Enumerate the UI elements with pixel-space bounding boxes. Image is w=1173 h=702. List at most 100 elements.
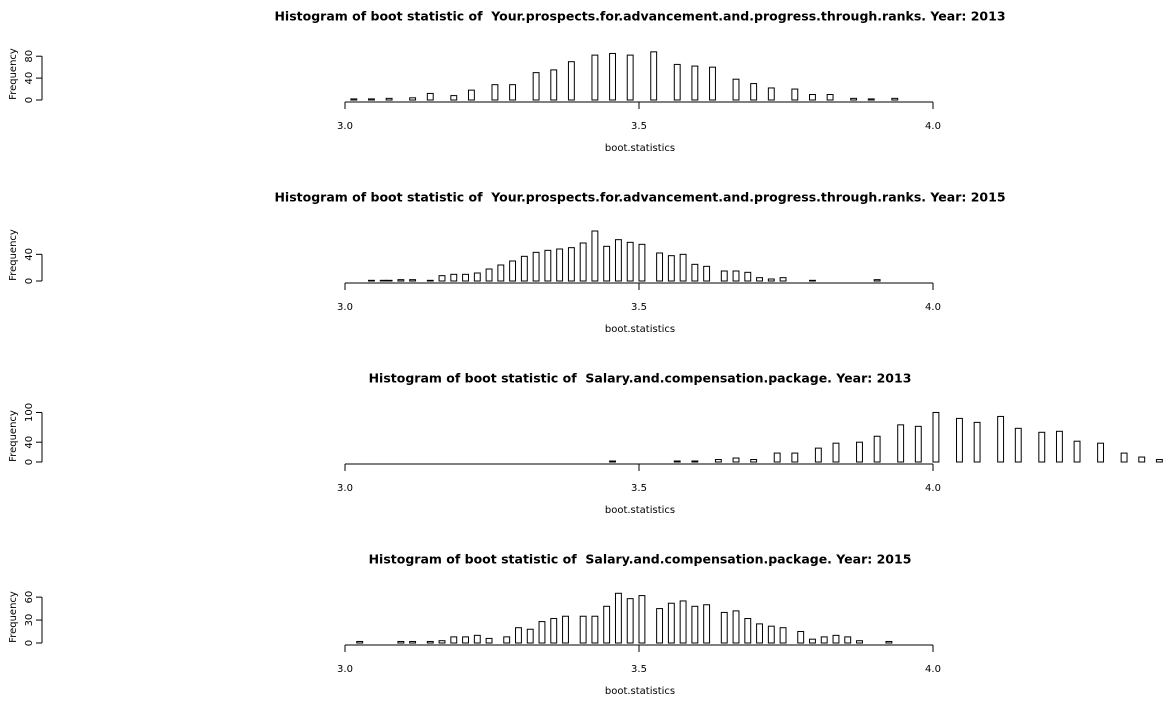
y-tick-label: 60 — [24, 591, 35, 604]
bar — [809, 638, 816, 644]
bar — [732, 457, 740, 463]
bar — [832, 634, 840, 644]
bar — [385, 97, 393, 101]
bar — [626, 598, 634, 644]
x-tick-label: 3.0 — [337, 483, 353, 494]
bar — [650, 51, 658, 101]
bar — [679, 253, 687, 282]
bar — [1097, 442, 1105, 463]
bar — [673, 460, 681, 463]
bar — [732, 270, 740, 282]
bar — [473, 272, 481, 282]
bar — [450, 273, 458, 282]
bar — [532, 251, 540, 282]
bar — [891, 97, 899, 101]
bar — [1138, 456, 1146, 463]
y-tick-label: 80 — [24, 50, 35, 63]
bar — [932, 411, 940, 463]
bar — [1155, 459, 1163, 463]
y-tick-label: 40 — [24, 436, 35, 449]
bar — [426, 640, 434, 644]
bar — [767, 278, 775, 282]
bar — [809, 94, 816, 101]
bar — [385, 279, 393, 282]
y-tick-label: 40 — [24, 72, 35, 85]
bar — [379, 279, 387, 282]
bar — [691, 65, 699, 101]
bar — [591, 230, 599, 282]
bar — [426, 92, 434, 101]
bar — [579, 242, 587, 282]
bar — [691, 460, 699, 463]
bar — [368, 279, 375, 282]
bar — [667, 602, 675, 644]
bar — [856, 441, 863, 463]
bar — [626, 241, 634, 282]
bar — [450, 95, 458, 101]
bar — [956, 417, 963, 463]
bar — [791, 452, 799, 463]
bar — [485, 268, 493, 282]
x-tick-label: 3.5 — [631, 302, 647, 313]
bar — [856, 640, 863, 644]
bar — [591, 54, 599, 101]
histogram-panel: Histogram of boot statistic of Salary.an… — [8, 371, 1163, 516]
bar — [1120, 452, 1128, 463]
bar — [614, 239, 622, 282]
bar — [609, 460, 616, 463]
bar — [720, 611, 728, 644]
bar — [1055, 430, 1063, 463]
bar — [750, 459, 758, 463]
bar — [503, 636, 511, 644]
bar — [603, 245, 611, 282]
bar — [438, 275, 446, 282]
bar — [656, 252, 664, 282]
bar — [438, 640, 446, 644]
bar — [732, 610, 740, 644]
bar — [450, 636, 458, 644]
histogram-panel: Histogram of boot statistic of Your.pros… — [8, 190, 1006, 336]
bar — [809, 279, 816, 282]
bar — [567, 61, 575, 101]
bar — [550, 69, 558, 101]
x-tick-label: 3.5 — [631, 121, 647, 132]
bar — [614, 592, 622, 644]
bar — [744, 618, 752, 644]
bar — [673, 63, 681, 101]
bar — [1038, 431, 1046, 463]
bar — [897, 424, 905, 463]
bar — [538, 621, 546, 644]
bar — [867, 98, 875, 101]
bar — [579, 615, 587, 644]
bar — [397, 279, 405, 282]
bar — [556, 248, 564, 282]
bar — [756, 623, 763, 644]
bar — [703, 604, 711, 644]
bar — [426, 279, 434, 282]
bar — [497, 264, 505, 282]
x-tick-label: 4.0 — [925, 121, 941, 132]
bar — [1073, 440, 1081, 463]
histogram-panel: Histogram of boot statistic of Salary.an… — [8, 552, 941, 698]
bar — [885, 640, 893, 644]
x-tick-label: 3.5 — [631, 483, 647, 494]
x-tick-label: 4.0 — [925, 664, 941, 675]
bar — [973, 421, 981, 463]
bar — [714, 459, 722, 463]
bar — [350, 98, 358, 101]
chart-title: Histogram of boot statistic of Salary.an… — [369, 552, 912, 567]
bar — [609, 52, 616, 101]
bar — [626, 54, 634, 101]
bar — [532, 72, 540, 101]
bar — [914, 425, 922, 463]
bar — [667, 255, 675, 282]
x-tick-label: 3.0 — [337, 302, 353, 313]
bar — [467, 89, 475, 101]
bar — [656, 608, 664, 644]
bar — [638, 595, 646, 644]
y-tick-label: 0 — [24, 97, 35, 103]
histogram-panel: Histogram of boot statistic of Your.pros… — [8, 9, 1006, 155]
bar — [720, 270, 728, 282]
bar — [744, 271, 752, 282]
